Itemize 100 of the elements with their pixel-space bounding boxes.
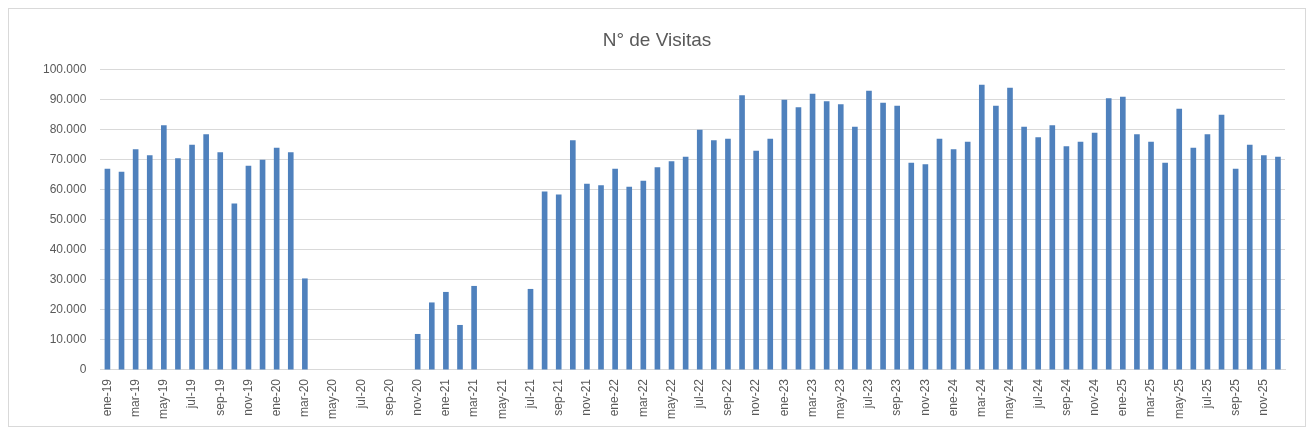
x-tick-label: nov-20 — [410, 378, 424, 416]
x-tick-label: nov-19 — [240, 378, 255, 416]
x-tick-label: may-19 — [156, 378, 171, 419]
bar — [217, 152, 224, 370]
bar — [964, 141, 971, 370]
bar — [1134, 134, 1140, 370]
x-tick-label: may-20 — [325, 378, 340, 419]
y-tick-label: 10.000 — [49, 332, 87, 347]
x-tick-label: may-22 — [663, 378, 678, 419]
bar — [1176, 108, 1183, 370]
bar — [696, 129, 703, 370]
x-tick-label: ene-25 — [1115, 378, 1130, 417]
x-tick-label: ene-22 — [607, 378, 622, 417]
x-tick-label: sep-25 — [1227, 378, 1242, 416]
x-tick-label: may-21 — [494, 378, 509, 419]
x-tick-label: mar-23 — [804, 378, 819, 417]
x-tick-label: jul-19 — [184, 378, 199, 410]
x-tick-label: nov-22 — [748, 378, 763, 416]
bar — [612, 168, 618, 370]
x-tick-label: mar-19 — [127, 378, 142, 417]
y-tick-label: 30.000 — [49, 272, 87, 287]
bar — [1105, 98, 1112, 370]
bar — [993, 105, 999, 370]
x-tick-label: jul-23 — [861, 378, 876, 410]
bar — [598, 185, 604, 370]
bar — [1148, 141, 1154, 370]
x-tick-label: may-23 — [833, 378, 848, 419]
x-tick-label: jul-20 — [353, 378, 368, 410]
bar — [739, 95, 745, 370]
x-tick-label: jul-24 — [1030, 378, 1045, 410]
bar — [189, 144, 195, 370]
bar — [471, 285, 477, 370]
x-tick-label: nov-23 — [917, 378, 932, 416]
x-tick-label: sep-20 — [381, 378, 396, 416]
x-tick-label: mar-24 — [974, 378, 989, 417]
bar — [414, 333, 421, 370]
bar — [203, 134, 209, 370]
bar — [175, 158, 181, 370]
bar — [1275, 156, 1281, 370]
y-tick-label: 0 — [79, 362, 87, 377]
x-tick-label: ene-19 — [99, 378, 114, 417]
x-tick-label: sep-21 — [551, 378, 566, 416]
x-tick-label: ene-23 — [776, 378, 791, 417]
x-tick-label: jul-21 — [522, 378, 537, 410]
x-tick-label: sep-22 — [720, 378, 735, 416]
bar — [570, 140, 576, 370]
bar — [1049, 125, 1056, 370]
bar — [1035, 137, 1042, 370]
x-tick-label: mar-22 — [635, 378, 650, 417]
x-tick-label: sep-23 — [889, 378, 904, 416]
bar — [161, 125, 167, 370]
x-tick-label: sep-19 — [212, 378, 227, 416]
bar — [1007, 87, 1013, 370]
bar — [457, 324, 463, 370]
bar — [1261, 155, 1267, 370]
bar — [753, 150, 759, 370]
x-tick-label: may-25 — [1171, 378, 1186, 419]
bar — [555, 194, 562, 370]
bar — [1120, 96, 1126, 370]
x-tick-label: mar-21 — [466, 378, 481, 417]
bar — [978, 84, 985, 370]
bar — [1162, 162, 1168, 370]
bar — [1021, 126, 1027, 370]
bar — [852, 126, 858, 370]
bar — [894, 105, 900, 370]
x-tick-label: nov-25 — [1256, 378, 1271, 416]
bar — [866, 90, 872, 370]
x-tick-label: nov-24 — [1086, 378, 1101, 416]
x-tick-label: mar-25 — [1143, 378, 1158, 417]
y-tick-label: 70.000 — [49, 152, 87, 167]
bar — [837, 104, 844, 370]
x-tick-label: nov-21 — [579, 378, 594, 416]
y-tick-label: 90.000 — [49, 92, 87, 107]
chart-title: N° de Visitas — [602, 28, 712, 50]
bar — [626, 186, 633, 370]
bar — [287, 152, 294, 370]
bar — [767, 138, 774, 370]
bar — [725, 138, 731, 370]
y-tick-label: 60.000 — [49, 182, 87, 197]
bar — [1246, 144, 1253, 370]
x-tick-label: may-24 — [1002, 378, 1017, 419]
bar — [146, 155, 153, 370]
bar — [584, 183, 590, 370]
y-tick-label: 80.000 — [49, 122, 87, 137]
bar — [428, 302, 435, 370]
y-tick-label: 20.000 — [49, 302, 87, 317]
x-tick-label: ene-21 — [438, 378, 453, 417]
x-tick-label: mar-20 — [297, 378, 312, 417]
x-tick-label: jul-22 — [692, 378, 707, 410]
x-tick-label: sep-24 — [1058, 378, 1073, 416]
x-tick-label: ene-24 — [945, 378, 960, 417]
bar — [908, 162, 915, 370]
x-tick-label: jul-25 — [1199, 378, 1214, 410]
bar — [302, 278, 308, 370]
x-tick-label: ene-20 — [268, 378, 283, 417]
y-tick-label: 50.000 — [49, 212, 87, 227]
bar — [443, 291, 449, 370]
y-tick-label: 100.000 — [42, 62, 87, 77]
bar — [711, 140, 717, 370]
bar — [880, 102, 886, 370]
